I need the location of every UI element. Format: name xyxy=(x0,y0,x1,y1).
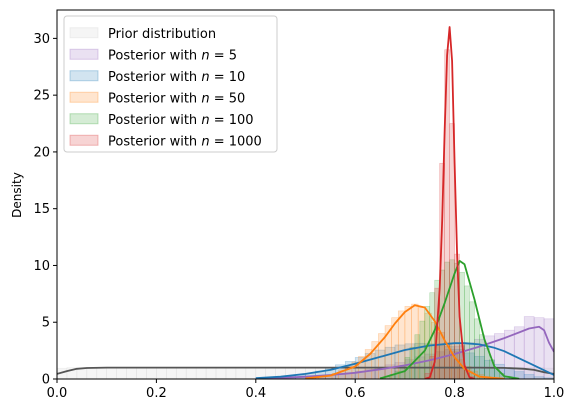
legend-box xyxy=(63,15,278,153)
x-tick-label: 0.2 xyxy=(146,386,167,401)
histogram-bar xyxy=(523,374,535,379)
legend-swatch xyxy=(69,48,99,60)
x-tick-label: 1.0 xyxy=(544,386,565,401)
y-tick-label: 25 xyxy=(33,89,50,104)
legend-entry: Posterior with n = 100 xyxy=(108,113,254,128)
histogram-bar xyxy=(295,377,306,379)
legend-entry: Posterior with n = 1000 xyxy=(108,134,262,149)
histogram-bar xyxy=(195,367,207,379)
legend-entry: Posterior with n = 50 xyxy=(108,91,245,106)
histogram-bar xyxy=(156,367,167,379)
histogram-bar xyxy=(384,325,392,379)
histogram-bar xyxy=(136,367,147,379)
histogram-bar xyxy=(419,320,426,379)
x-tick-label: 0.6 xyxy=(345,386,366,401)
histogram-bar xyxy=(106,367,117,379)
histogram-bar xyxy=(166,367,177,379)
histogram-bar xyxy=(479,334,485,379)
histogram-bar xyxy=(394,344,406,379)
density-line xyxy=(424,26,475,379)
histogram-bar xyxy=(235,367,247,379)
histogram-bar xyxy=(444,261,450,379)
legend-swatch xyxy=(69,91,99,103)
legend-swatch xyxy=(69,134,99,146)
y-tick-label: 0 xyxy=(42,373,50,388)
histogram-bar xyxy=(96,367,108,379)
y-tick-label: 20 xyxy=(33,145,50,160)
histogram-bar xyxy=(513,367,525,379)
x-tick-label: 0.0 xyxy=(47,386,68,401)
legend-swatch xyxy=(69,70,99,82)
histogram-bar xyxy=(397,310,406,379)
histogram-bar xyxy=(513,326,525,379)
plot-frame xyxy=(56,9,555,380)
histogram-bar xyxy=(225,367,237,379)
y-tick-label: 15 xyxy=(33,202,50,217)
histogram-bar xyxy=(351,361,359,379)
histogram-bar xyxy=(404,306,412,379)
density-line xyxy=(379,259,520,379)
histogram-bar xyxy=(474,318,480,379)
density-line xyxy=(57,366,554,375)
axes: 0.0 0.2 0.4 0.6 0.8 1.0 0 5 10 15 20 25 30 xyxy=(33,32,564,401)
histogram-bar xyxy=(439,269,445,379)
histogram-bar xyxy=(444,342,452,379)
legend-entry: Posterior with n = 10 xyxy=(108,70,245,85)
histogram-bar xyxy=(86,367,98,379)
histogram-bar xyxy=(205,367,217,379)
histogram-bar xyxy=(215,367,227,379)
y-tick-label: 10 xyxy=(33,259,50,274)
histogram-bar xyxy=(364,369,376,379)
legend-entry: Posterior with n = 5 xyxy=(108,48,237,63)
y-tick-label: 30 xyxy=(33,32,50,47)
histogram-bar xyxy=(371,341,379,379)
x-tick-label: 0.4 xyxy=(245,386,266,401)
histogram-bar xyxy=(374,349,386,379)
plot-area xyxy=(57,26,554,379)
histogram-bar xyxy=(245,367,257,379)
histogram-bar xyxy=(444,346,455,379)
histogram-bar xyxy=(391,317,399,379)
y-tick-label: 5 xyxy=(42,316,50,331)
x-tick-label: 0.8 xyxy=(444,386,465,401)
histogram-bar xyxy=(533,317,545,379)
histogram-bar xyxy=(424,353,436,379)
histogram-bar xyxy=(185,367,197,379)
histogram-bar xyxy=(146,367,157,379)
y-axis-label: Density xyxy=(10,172,24,218)
legend-swatch xyxy=(69,27,99,39)
histogram-bar xyxy=(116,367,127,379)
histogram-bar xyxy=(126,367,137,379)
density-line xyxy=(305,304,505,379)
legend-entry: Prior distribution xyxy=(108,27,216,42)
density-line xyxy=(255,342,554,379)
histogram-bar xyxy=(469,301,475,379)
histogram-bar xyxy=(523,367,535,379)
histogram-bar xyxy=(503,329,515,379)
histogram-bar xyxy=(494,333,505,379)
legend-swatch xyxy=(69,113,99,125)
histogram-bar xyxy=(364,349,373,379)
legend: Prior distribution Posterior with n = 5 Po… xyxy=(63,15,278,153)
density-line xyxy=(255,325,554,379)
histogram-bar xyxy=(175,367,187,379)
histogram-bar xyxy=(464,285,470,379)
histogram-bar xyxy=(424,306,431,379)
